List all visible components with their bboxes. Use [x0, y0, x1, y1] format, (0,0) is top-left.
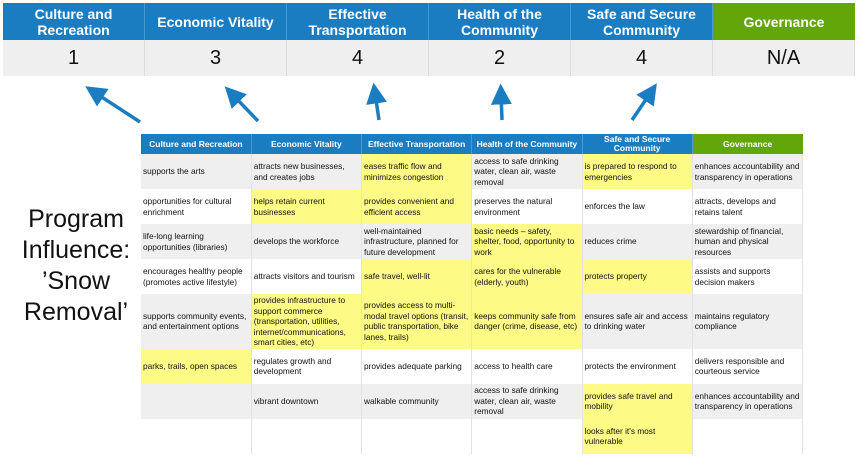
table-cell: supports the arts [141, 154, 252, 189]
score-value: 2 [429, 40, 571, 76]
table-row: parks, trails, open spaces regulates grow… [141, 348, 804, 384]
table-cell: access to safe drinking water, clean air… [471, 154, 583, 189]
arrow-icon [490, 83, 512, 121]
table-cell [692, 418, 804, 454]
table-row: looks after it's most vulnerable [141, 418, 804, 454]
table-cell: parks, trails, open spaces [141, 348, 252, 384]
table-cell: ensures safe air and access to drinking … [582, 294, 693, 349]
table-cell [141, 383, 252, 419]
label-line: Influence: [21, 236, 131, 264]
table-cell: life-long learning opportunities (librar… [141, 224, 252, 259]
score-value: N/A [713, 40, 855, 76]
table-cell: is prepared to respond to emergencies [582, 154, 693, 189]
arrow-icon [85, 86, 141, 124]
table-cell [361, 418, 473, 454]
score-summary: Culture and Recreation Economic Vitality E… [3, 3, 855, 76]
table-cell: delivers responsible and courteous servi… [692, 348, 804, 384]
column-header: Safe and Secure Community [582, 134, 693, 154]
table-cell: looks after it's most vulnerable [582, 418, 693, 454]
table-row: encourages healthy people (promotes acti… [141, 259, 804, 294]
table-cell: walkable community [361, 383, 473, 419]
score-header: Culture and Recreation [3, 3, 145, 40]
table-cell: protects the environment [582, 348, 693, 384]
arrow-icon [366, 82, 387, 121]
table-row: opportunities for cultural enrichment hel… [141, 189, 804, 224]
table-cell: enhances accountability and transparency… [692, 383, 804, 419]
table-cell: provides safe travel and mobility [582, 383, 693, 419]
table-cell: protects property [582, 259, 693, 294]
table-cell: reduces crime [582, 224, 693, 259]
table-cell: helps retain current businesses [251, 189, 363, 224]
score-value: 4 [571, 40, 713, 76]
score-header: Economic Vitality [145, 3, 287, 40]
table-cell: attracts visitors and tourism [251, 259, 363, 294]
table-row: supports community events, and entertain… [141, 294, 804, 349]
program-influence-label: Program Influence: ’Snow Removal’ [0, 204, 152, 328]
table-cell: basic needs – safety, shelter, food, opp… [471, 224, 583, 259]
table-cell: regulates growth and development [251, 348, 363, 384]
table-cell: enforces the law [582, 189, 693, 224]
table-cell: safe travel, well-lit [361, 259, 473, 294]
table-cell: encourages healthy people (promotes acti… [141, 259, 252, 294]
influence-table: Culture and Recreation Economic Vitality E… [141, 134, 804, 454]
table-cell: provides convenient and efficient access [361, 189, 473, 224]
label-line: ’Snow [41, 267, 111, 295]
label-line: Program [28, 205, 124, 233]
score-header: Governance [713, 3, 855, 40]
table-cell: eases traffic flow and minimizes congest… [361, 154, 473, 189]
score-value: 4 [287, 40, 429, 76]
table-cell: preserves the natural environment [471, 189, 583, 224]
table-cell: attracts, develops and retains talent [692, 189, 804, 224]
table-cell: access to safe drinking water, clean air… [471, 383, 583, 419]
table-cell [141, 418, 252, 454]
table-cell [251, 418, 363, 454]
table-cell: provides infrastructure to support comme… [251, 294, 363, 349]
table-cell: vibrant downtown [251, 383, 363, 419]
table-cell: opportunities for cultural enrichment [141, 189, 252, 224]
table-cell: keeps community safe from danger (crime,… [471, 294, 583, 349]
score-value: 3 [145, 40, 287, 76]
arrow-icon [630, 83, 657, 121]
table-cell: enhances accountability and transparency… [692, 154, 804, 189]
table-cell: stewardship of financial, human and phys… [692, 224, 804, 259]
table-cell: well-maintained infrastructure, planned … [361, 224, 473, 259]
column-header: Economic Vitality [251, 134, 363, 154]
score-header: Health of the Community [429, 3, 571, 40]
table-row: supports the arts attracts new businesses… [141, 154, 804, 189]
column-header: Culture and Recreation [141, 134, 252, 154]
table-cell: attracts new businesses, and creates job… [251, 154, 363, 189]
score-header: Safe and Secure Community [571, 3, 713, 40]
score-header: Effective Transportation [287, 3, 429, 40]
score-value: 1 [3, 40, 145, 76]
label-line: Removal’ [23, 298, 129, 326]
table-row: life-long learning opportunities (librar… [141, 224, 804, 259]
column-header: Governance [692, 134, 803, 154]
table-row: vibrant downtown walkable community access… [141, 383, 804, 419]
arrow-icon [224, 86, 260, 123]
column-header: Effective Transportation [361, 134, 473, 154]
table-cell: maintains regulatory compliance [692, 294, 804, 349]
table-cell: assists and supports decision makers [692, 259, 804, 294]
table-cell [471, 418, 583, 454]
table-cell: cares for the vulnerable (elderly, youth… [471, 259, 583, 294]
table-cell: provides access to multi-modal travel op… [361, 294, 473, 349]
table-cell: supports community events, and entertain… [141, 294, 252, 349]
table-cell: develops the workforce [251, 224, 363, 259]
table-cell: provides adequate parking [361, 348, 473, 384]
column-header: Health of the Community [471, 134, 583, 154]
table-cell: access to health care [471, 348, 583, 384]
